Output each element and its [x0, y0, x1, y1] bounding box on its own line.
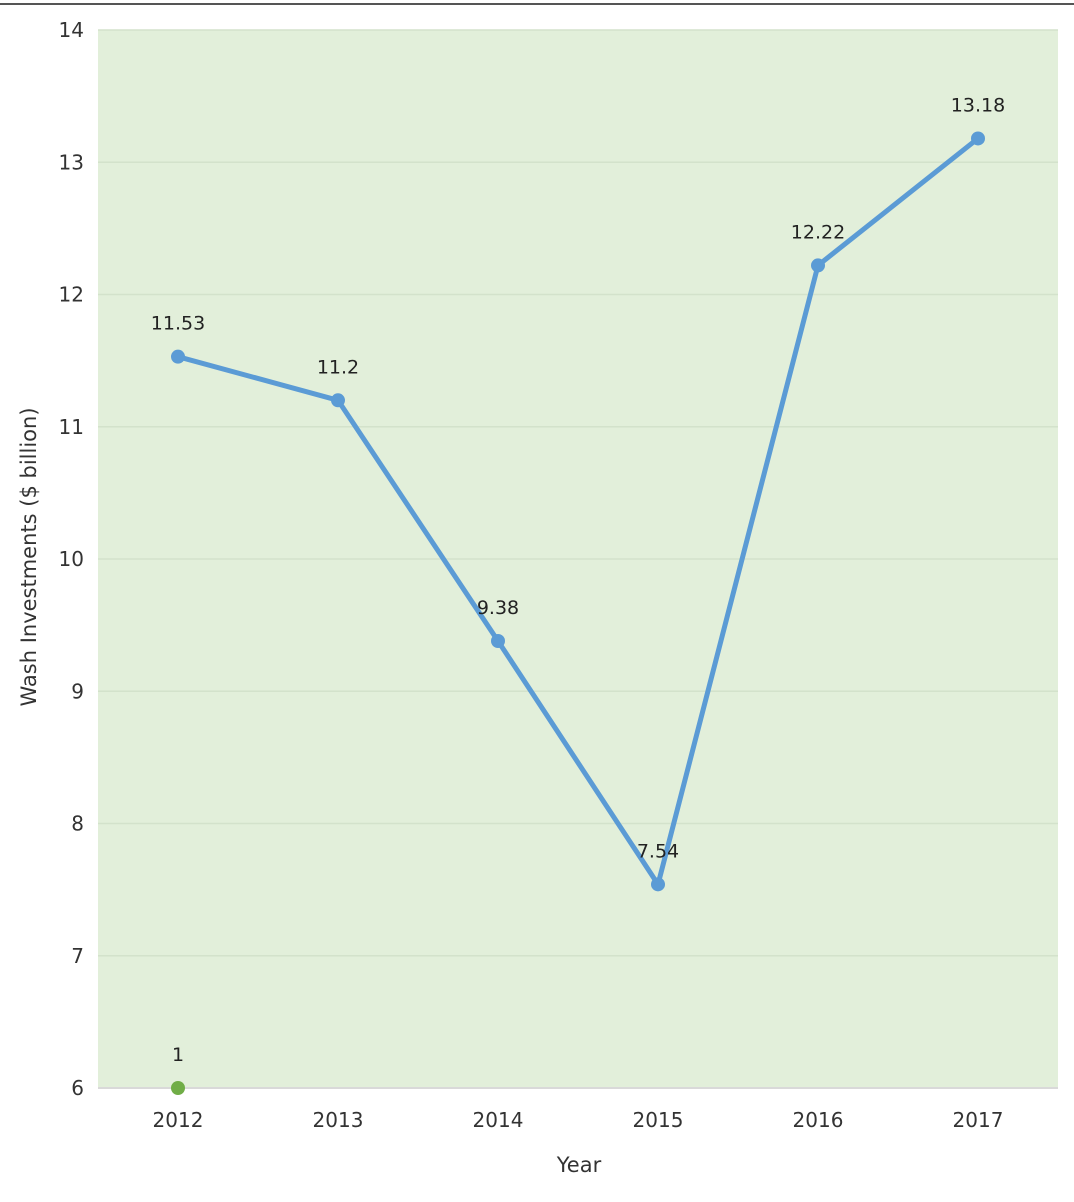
data-point[interactable] — [811, 258, 825, 273]
data-point[interactable] — [171, 349, 185, 364]
data-label: 11.53 — [151, 313, 205, 335]
y-tick-label: 13 — [59, 150, 84, 174]
data-point[interactable] — [491, 633, 505, 648]
y-tick-label: 8 — [71, 812, 84, 836]
data-point[interactable] — [171, 1081, 185, 1095]
x-axis-title: Year — [556, 1153, 602, 1177]
x-tick-label: 2016 — [793, 1108, 844, 1132]
data-labels: 11.53 11.2 9.38 7.54 12.22 13.18 1 — [151, 94, 1005, 1066]
x-axis-ticks: 2012 2013 2014 2015 2016 2017 — [153, 1108, 1004, 1132]
y-axis-ticks: 6 7 8 9 10 11 12 13 14 — [59, 18, 84, 1100]
y-tick-label: 6 — [71, 1076, 84, 1100]
y-tick-label: 14 — [59, 18, 84, 42]
y-tick-label: 7 — [71, 944, 84, 968]
series — [171, 131, 985, 1095]
y-tick-label: 11 — [59, 415, 84, 439]
x-tick-label: 2015 — [633, 1108, 684, 1132]
data-label: 13.18 — [951, 94, 1005, 116]
data-label: 11.2 — [317, 356, 359, 378]
data-label: 7.54 — [637, 840, 679, 862]
y-tick-label: 12 — [59, 283, 84, 307]
gridlines — [98, 29, 1058, 957]
data-point[interactable] — [331, 393, 345, 408]
data-label: 12.22 — [791, 221, 845, 243]
series-line — [175, 135, 981, 887]
data-label: 9.38 — [477, 597, 519, 619]
x-tick-label: 2012 — [153, 1108, 204, 1132]
x-tick-label: 2017 — [953, 1108, 1004, 1132]
y-axis-title: Wash Investments ($ billion) — [17, 407, 41, 706]
x-tick-label: 2013 — [313, 1108, 364, 1132]
y-tick-label: 9 — [71, 679, 84, 703]
data-label: 1 — [172, 1044, 184, 1066]
data-point[interactable] — [971, 131, 985, 146]
x-tick-label: 2014 — [473, 1108, 524, 1132]
data-point[interactable] — [651, 877, 665, 892]
y-tick-label: 10 — [59, 547, 84, 571]
